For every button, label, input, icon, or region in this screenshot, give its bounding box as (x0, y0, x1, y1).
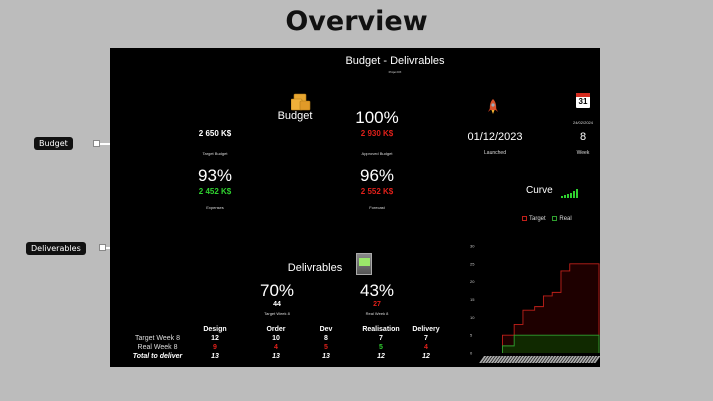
curve-heading: Curve (526, 185, 553, 196)
table-cell: 5 (379, 344, 383, 351)
expenses-value: 2 452 K$ (198, 187, 232, 196)
table-cell: 12 (377, 353, 385, 360)
target-budget-value: 2 650 K$ (198, 129, 232, 138)
svg-text:20: 20 (470, 279, 475, 284)
svg-text:30: 30 (470, 244, 475, 249)
table-cell: 7 (379, 335, 383, 342)
deliverables-real-value: 27 (373, 301, 381, 308)
deliverables-connector-start-handle[interactable] (99, 244, 106, 251)
calendar-icon: 31 (576, 93, 590, 108)
table-cell: 13 (272, 353, 280, 360)
column-header-order: Order (266, 326, 286, 333)
signal-bars-icon (561, 185, 578, 203)
legend-item-target: Target (522, 216, 546, 222)
table-cell: 12 (422, 353, 430, 360)
dashboard-slide: Budget - Delivrables Projet DX Budget 2 … (110, 48, 601, 367)
budget-heading: Budget (277, 110, 313, 122)
slide-subtitle: Projet DX (388, 70, 402, 74)
svg-text:25: 25 (470, 261, 475, 266)
legend-item-real: Real (552, 216, 572, 222)
page-title: Overview (285, 6, 428, 37)
column-header-realisation: Realisation (362, 326, 400, 333)
deliverables-target-percent: 70% (259, 281, 295, 300)
week-caption: Week (576, 150, 590, 156)
deliverables-annotation-tag: Deliverables (26, 242, 86, 255)
budget-connector-start-handle[interactable] (93, 140, 100, 147)
money-stack-icon (290, 93, 311, 116)
rocket-icon (488, 99, 498, 120)
target-budget-caption: Target Budget (202, 151, 228, 156)
launched-caption: Launched (484, 150, 506, 156)
forecast-percent: 96% (359, 166, 395, 185)
column-header-delivery: Delivery (412, 326, 440, 333)
forecast-caption: Forecast (369, 205, 385, 210)
svg-text:5: 5 (470, 333, 473, 338)
table-cell: 4 (274, 344, 278, 351)
forecast-value: 2 552 K$ (360, 187, 394, 196)
column-header-dev: Dev (319, 326, 333, 333)
deliverables-target-value: 44 (273, 301, 281, 308)
table-cell: 5 (324, 344, 328, 351)
table-cell: 12 (211, 335, 219, 342)
week-value: 8 (579, 131, 587, 143)
row-label-real: Real Week 8 (137, 344, 178, 351)
table-cell: 13 (211, 353, 219, 360)
svg-text:15: 15 (470, 297, 475, 302)
table-cell: 4 (424, 344, 428, 351)
table-cell: 10 (272, 335, 280, 342)
deliverables-heading: Delivrables (287, 262, 343, 274)
table-cell: 7 (424, 335, 428, 342)
row-label-total: Total to deliver (132, 353, 183, 360)
column-header-design: Design (203, 326, 227, 333)
chart-legend: Target Real (522, 216, 572, 222)
deliverables-real-percent: 43% (359, 281, 395, 300)
curve-chart: 0 5 10 15 20 25 30 (462, 240, 601, 372)
approved-budget-percent: 100% (355, 108, 399, 127)
week-date: 24/02/2024 (572, 120, 594, 125)
deliverables-target-caption: Target Week 8 (264, 311, 290, 316)
approved-budget-value: 2 930 K$ (360, 129, 394, 138)
row-label-target: Target Week 8 (134, 335, 180, 342)
expenses-caption: Expenses (206, 205, 224, 210)
svg-text:0: 0 (470, 351, 473, 356)
launched-date: 01/12/2023 (467, 131, 523, 143)
budget-annotation-tag: Budget (34, 137, 73, 150)
table-cell: 8 (324, 335, 328, 342)
svg-text:10: 10 (470, 315, 475, 320)
deliverables-table: Design Order Dev Realisation Delivery Ta… (110, 326, 460, 366)
expenses-percent: 93% (197, 166, 233, 185)
table-cell: 9 (213, 344, 217, 351)
real-legend-swatch-icon (552, 216, 558, 221)
approved-budget-caption: Approved Budget (361, 151, 393, 156)
slide-title: Budget - Delivrables (345, 55, 445, 67)
target-legend-swatch-icon (522, 216, 527, 221)
deliverables-real-caption: Real Week 8 (365, 311, 389, 316)
flag-icon (356, 253, 372, 275)
table-cell: 13 (322, 353, 330, 360)
